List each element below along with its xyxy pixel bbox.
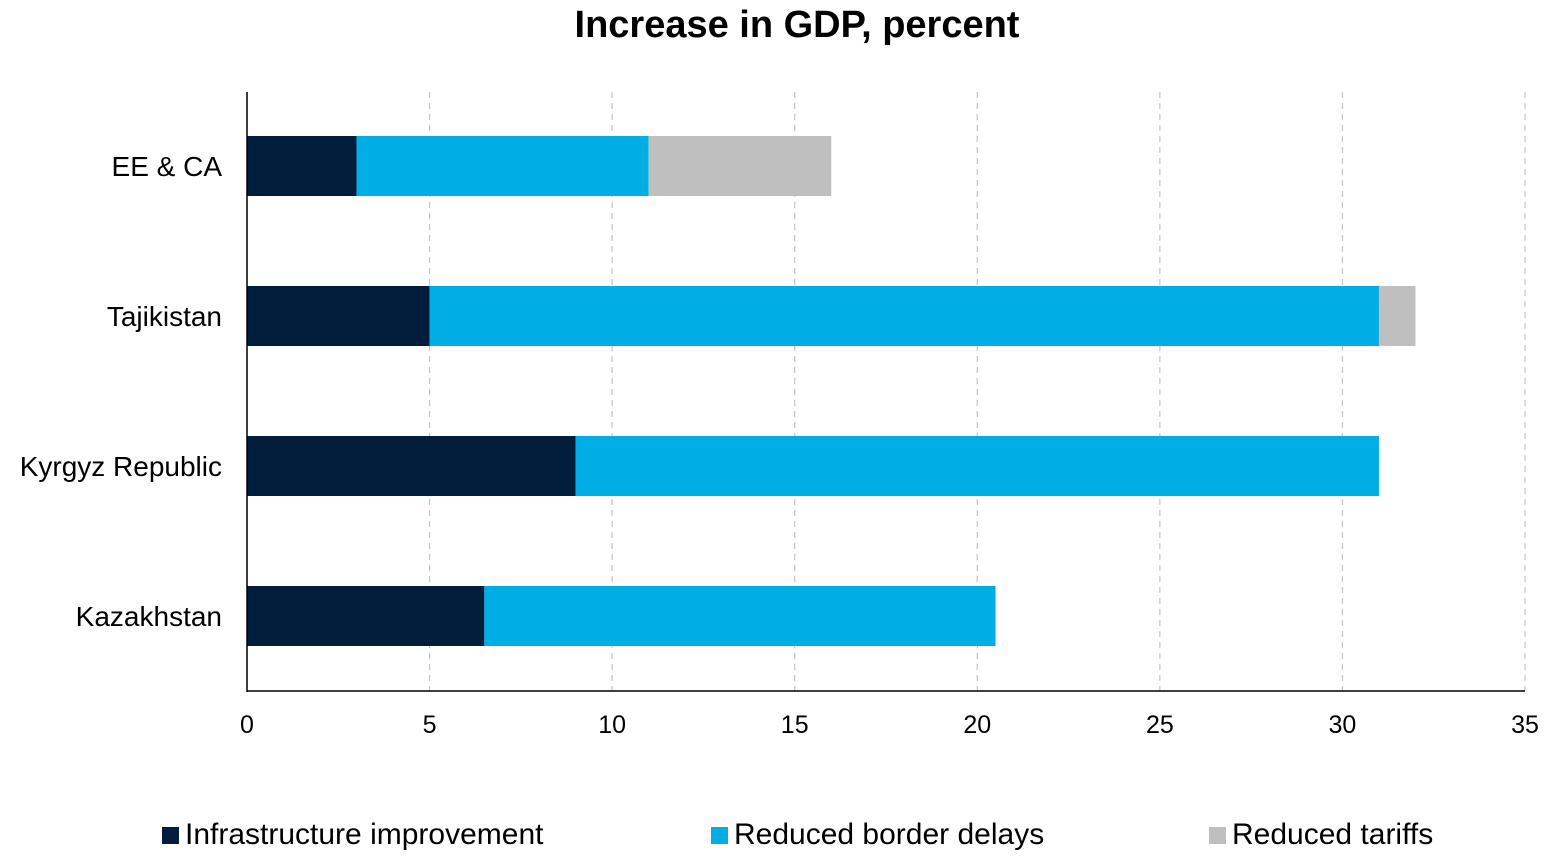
legend-item-infrastructure: Infrastructure improvement bbox=[162, 812, 543, 858]
legend-label-border-delays: Reduced border delays bbox=[734, 818, 1045, 851]
x-tick-label-15: 15 bbox=[781, 711, 809, 739]
legend-swatch-border-delays bbox=[711, 826, 728, 844]
bar-segment-kazakhstan-series-0 bbox=[247, 586, 485, 646]
legend-item-border-delays: Reduced border delays bbox=[711, 812, 1044, 858]
x-tick-label-10: 10 bbox=[598, 711, 626, 739]
x-tick-label-30: 30 bbox=[1329, 711, 1357, 739]
legend-label-infrastructure: Infrastructure improvement bbox=[185, 818, 544, 851]
bar-segment-ee-ca-series-1 bbox=[356, 136, 649, 196]
bar-segment-tajikistan-series-2 bbox=[1378, 286, 1416, 346]
x-tick-label-35: 35 bbox=[1511, 711, 1539, 739]
legend: Infrastructure improvement Reduced borde… bbox=[0, 812, 1550, 858]
bar-segment-kazakhstan-series-1 bbox=[484, 586, 996, 646]
bar-segment-kyrgyz-republic-series-0 bbox=[247, 436, 576, 496]
category-label-kazakhstan: Kazakhstan bbox=[76, 601, 222, 632]
bar-segment-ee-ca-series-2 bbox=[648, 136, 832, 196]
bar-segment-kyrgyz-republic-series-1 bbox=[575, 436, 1379, 496]
axis-labels: 0 5 10 15 20 25 30 35 Kazakhstan Kyrgyz Republic T… bbox=[20, 151, 1539, 739]
axes bbox=[246, 92, 1525, 692]
legend-swatch-tariffs bbox=[1209, 826, 1226, 844]
x-tick-label-25: 25 bbox=[1146, 711, 1174, 739]
bar-segment-ee-ca-series-0 bbox=[247, 136, 357, 196]
bar-segment-tajikistan-series-1 bbox=[429, 286, 1379, 346]
legend-label-tariffs: Reduced tariffs bbox=[1232, 818, 1434, 851]
x-tick-label-5: 5 bbox=[423, 711, 437, 739]
category-label-kyrgyz-republic: Kyrgyz Republic bbox=[20, 451, 222, 482]
bar-segment-tajikistan-series-0 bbox=[247, 286, 430, 346]
bars bbox=[247, 136, 1416, 646]
x-tick-label-0: 0 bbox=[240, 711, 254, 739]
bar-chart: 0 5 10 15 20 25 30 35 Kazakhstan Kyrgyz Republic T… bbox=[20, 92, 1539, 739]
legend-swatch-infrastructure bbox=[162, 826, 179, 844]
chart-title: Increase in GDP, percent bbox=[574, 4, 1020, 46]
category-label-tajikistan: Tajikistan bbox=[107, 301, 222, 332]
category-label-ee-ca: EE & CA bbox=[112, 151, 223, 182]
legend-item-tariffs: Reduced tariffs bbox=[1209, 812, 1433, 858]
x-tick-label-20: 20 bbox=[963, 711, 991, 739]
